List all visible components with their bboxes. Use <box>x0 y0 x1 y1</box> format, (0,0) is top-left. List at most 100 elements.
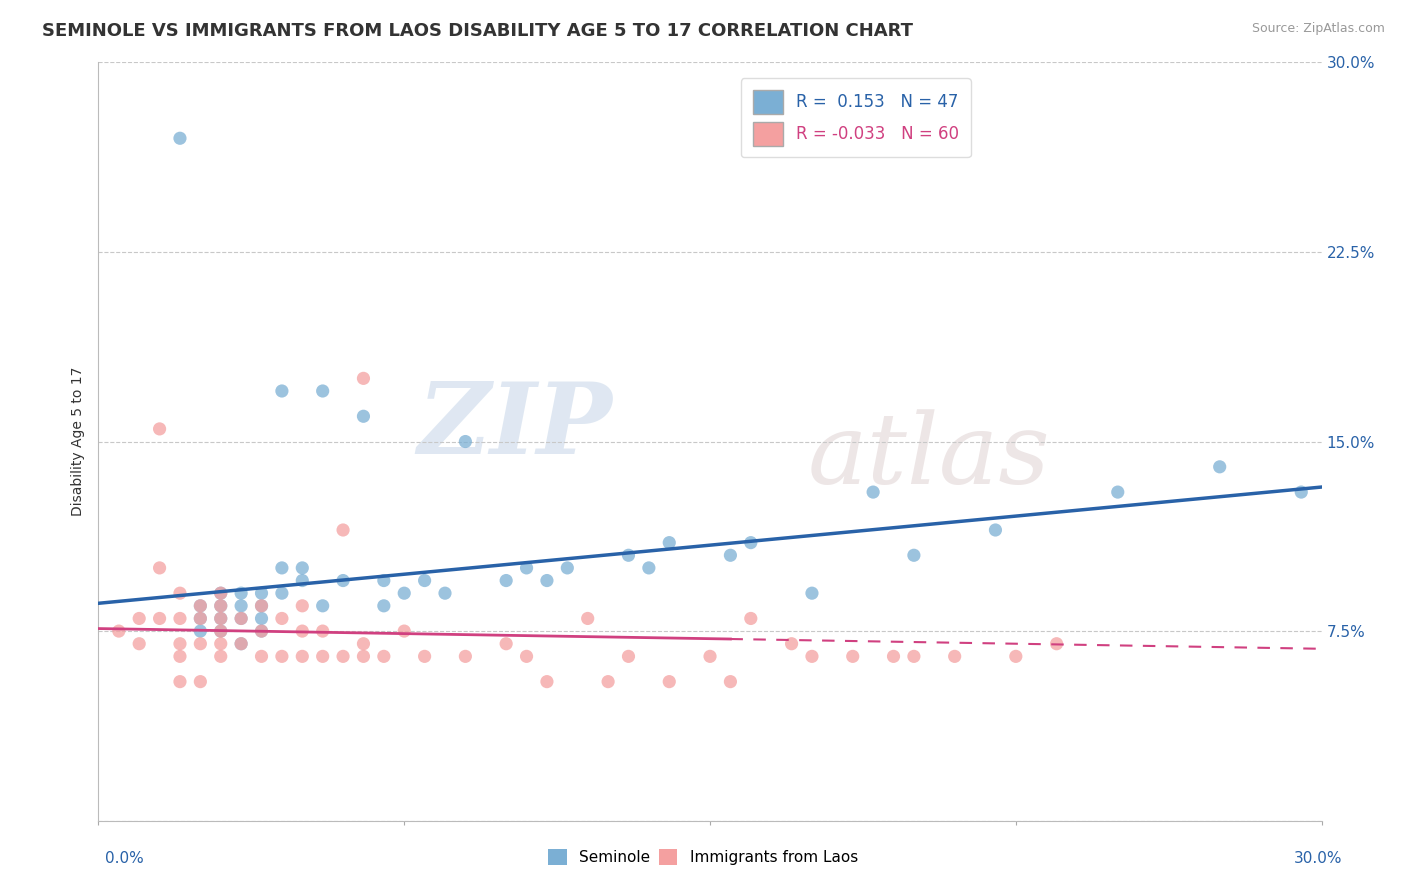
Legend: Seminole, Immigrants from Laos: Seminole, Immigrants from Laos <box>543 843 863 871</box>
Text: 30.0%: 30.0% <box>1295 852 1343 866</box>
Point <box>658 674 681 689</box>
Point <box>352 409 374 424</box>
Point <box>209 586 232 600</box>
Point <box>231 637 253 651</box>
Point <box>188 637 212 651</box>
Point <box>188 674 212 689</box>
Point <box>188 611 212 625</box>
Point <box>495 574 517 588</box>
Point <box>209 586 232 600</box>
Point <box>1045 637 1069 651</box>
Point <box>801 586 824 600</box>
Point <box>312 599 335 613</box>
Point <box>231 611 253 625</box>
Point <box>495 637 517 651</box>
Point <box>434 586 457 600</box>
Point <box>883 649 905 664</box>
Point <box>699 649 721 664</box>
Point <box>270 611 294 625</box>
Point <box>312 384 335 398</box>
Point <box>169 611 191 625</box>
Point <box>740 535 762 549</box>
Point <box>943 649 966 664</box>
Point <box>536 574 558 588</box>
Point <box>169 131 191 145</box>
Point <box>209 611 232 625</box>
Point <box>270 561 294 575</box>
Point <box>209 637 232 651</box>
Point <box>373 649 395 664</box>
Point <box>332 574 354 588</box>
Point <box>332 649 354 664</box>
Point <box>270 586 294 600</box>
Point <box>209 624 232 639</box>
Point <box>291 599 314 613</box>
Point <box>188 624 212 639</box>
Point <box>149 422 172 436</box>
Point <box>231 637 253 651</box>
Point <box>250 599 273 613</box>
Point <box>637 561 661 575</box>
Point <box>1107 485 1129 500</box>
Point <box>169 649 191 664</box>
Point <box>1004 649 1026 664</box>
Point <box>270 649 294 664</box>
Point <box>373 599 395 613</box>
Point <box>250 624 273 639</box>
Point <box>209 649 232 664</box>
Text: atlas: atlas <box>808 409 1050 504</box>
Point <box>209 599 232 613</box>
Point <box>169 637 191 651</box>
Point <box>231 611 253 625</box>
Point <box>209 624 232 639</box>
Legend: R =  0.153   N = 47, R = -0.033   N = 60: R = 0.153 N = 47, R = -0.033 N = 60 <box>741 78 970 157</box>
Point <box>149 561 172 575</box>
Point <box>250 586 273 600</box>
Point <box>250 611 273 625</box>
Point <box>231 599 253 613</box>
Point <box>108 624 131 639</box>
Text: Source: ZipAtlas.com: Source: ZipAtlas.com <box>1251 22 1385 36</box>
Text: ZIP: ZIP <box>418 378 612 475</box>
Point <box>209 599 232 613</box>
Point <box>169 674 191 689</box>
Point <box>780 637 803 651</box>
Point <box>352 649 374 664</box>
Point <box>392 586 416 600</box>
Point <box>576 611 599 625</box>
Point <box>128 637 150 651</box>
Point <box>250 599 273 613</box>
Point <box>209 611 232 625</box>
Point <box>903 548 925 563</box>
Point <box>250 649 273 664</box>
Point <box>617 649 640 664</box>
Point <box>413 649 436 664</box>
Point <box>188 611 212 625</box>
Point <box>413 574 436 588</box>
Point <box>188 599 212 613</box>
Point <box>188 599 212 613</box>
Point <box>718 674 742 689</box>
Point <box>1209 459 1232 474</box>
Y-axis label: Disability Age 5 to 17: Disability Age 5 to 17 <box>72 367 86 516</box>
Point <box>718 548 742 563</box>
Point <box>841 649 863 664</box>
Point <box>658 535 681 549</box>
Text: 0.0%: 0.0% <box>105 852 145 866</box>
Text: SEMINOLE VS IMMIGRANTS FROM LAOS DISABILITY AGE 5 TO 17 CORRELATION CHART: SEMINOLE VS IMMIGRANTS FROM LAOS DISABIL… <box>42 22 912 40</box>
Point <box>352 371 374 385</box>
Point <box>312 624 335 639</box>
Point <box>128 611 150 625</box>
Point <box>740 611 762 625</box>
Point <box>332 523 354 537</box>
Point <box>169 586 191 600</box>
Point <box>516 649 538 664</box>
Point <box>149 611 172 625</box>
Point <box>862 485 884 500</box>
Point <box>373 574 395 588</box>
Point <box>291 561 314 575</box>
Point <box>454 434 477 449</box>
Point <box>598 674 620 689</box>
Point <box>454 649 477 664</box>
Point <box>984 523 1007 537</box>
